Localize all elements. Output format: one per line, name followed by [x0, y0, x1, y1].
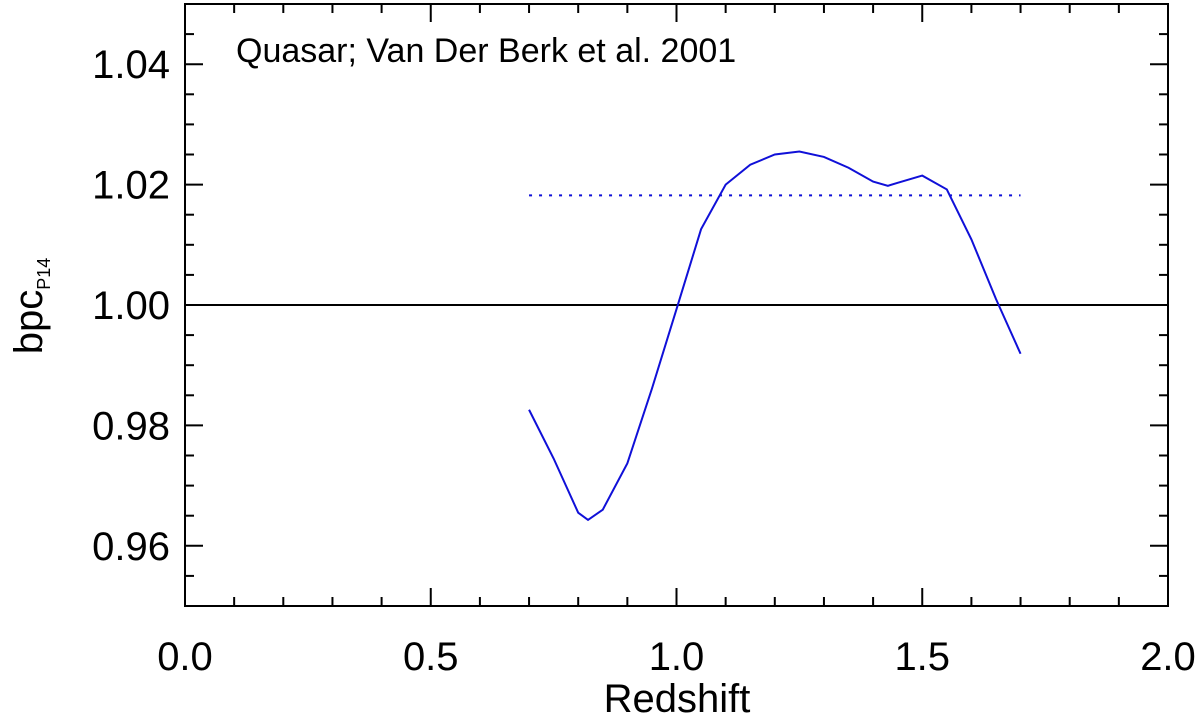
y-tick-label: 1.04	[92, 43, 170, 87]
y-axis-label-sub: P14	[34, 258, 54, 290]
y-axis-label-main: bpc	[7, 290, 51, 355]
x-tick-label: 1.5	[894, 635, 950, 679]
x-tick-label: 1.0	[649, 635, 705, 679]
y-tick-label: 0.96	[92, 525, 170, 569]
y-axis-label: bpcP14	[7, 258, 54, 355]
x-axis-label: Redshift	[604, 677, 751, 720]
y-tick-label: 1.00	[92, 284, 170, 328]
annotation: Quasar; Van Der Berk et al. 2001	[236, 32, 736, 70]
series-line	[528, 150, 1022, 522]
y-tick-label: 0.98	[92, 404, 170, 448]
y-tick-label: 1.02	[92, 164, 170, 208]
x-tick-label: 0.0	[157, 635, 213, 679]
x-tick-label: 0.5	[403, 635, 459, 679]
x-tick-label: 2.0	[1140, 635, 1196, 679]
